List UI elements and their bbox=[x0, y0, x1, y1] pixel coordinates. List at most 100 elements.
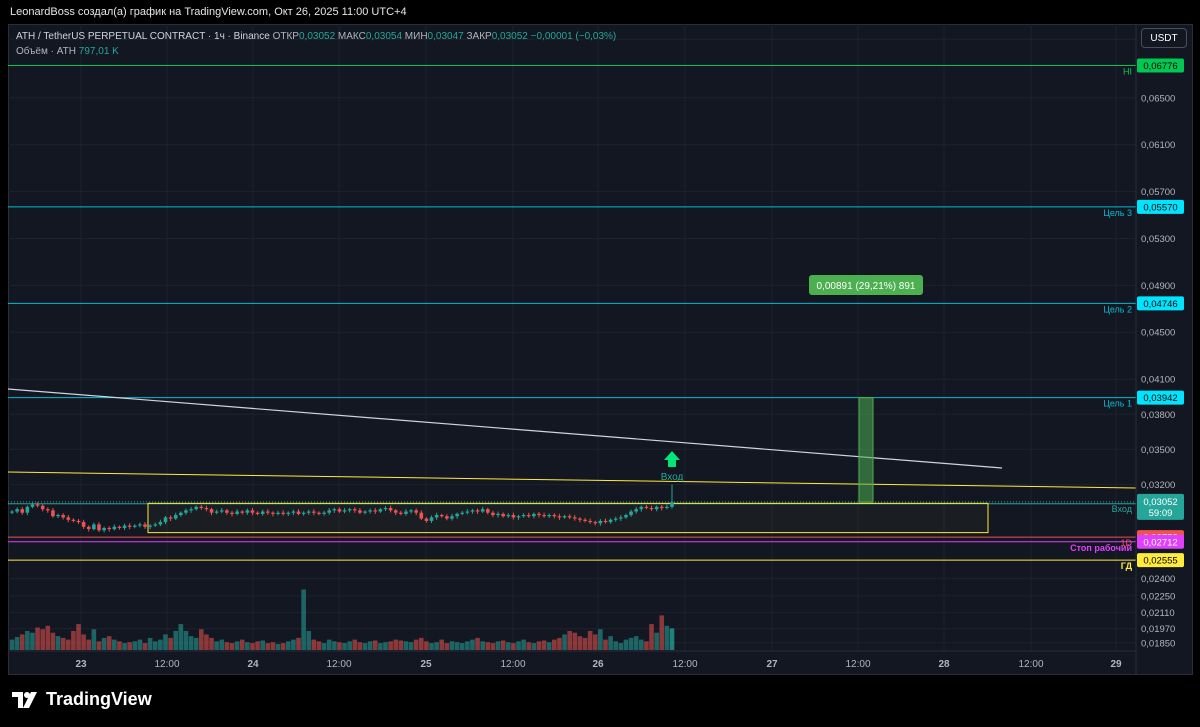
candle-body bbox=[521, 515, 526, 517]
volume-bar bbox=[199, 629, 204, 650]
volume-bar bbox=[439, 639, 445, 650]
time-tick-label: 12:00 bbox=[154, 659, 179, 670]
volume-bar bbox=[393, 639, 399, 650]
candle-body bbox=[148, 525, 152, 527]
level-label: HI bbox=[1123, 66, 1132, 76]
volume-bar bbox=[250, 643, 255, 650]
volume-bar bbox=[45, 625, 51, 650]
candle-body bbox=[588, 520, 592, 523]
time-tick-label: 27 bbox=[766, 659, 778, 670]
volume-bar bbox=[582, 637, 588, 650]
volume-bar bbox=[367, 641, 373, 650]
volume-bar bbox=[285, 641, 291, 650]
symbol-title[interactable]: ATH / TetherUS PERPETUAL CONTRACT · 1ч ·… bbox=[16, 31, 270, 42]
candle-body bbox=[532, 513, 536, 517]
candle-body bbox=[240, 511, 245, 513]
candle-body bbox=[388, 508, 393, 511]
volume-bar bbox=[142, 643, 148, 650]
volume-bar bbox=[531, 643, 537, 650]
volume-bar bbox=[398, 640, 404, 650]
symbol-legend: ATH / TetherUS PERPETUAL CONTRACT · 1ч ·… bbox=[16, 31, 616, 42]
volume-bar bbox=[383, 642, 388, 650]
volume-bar bbox=[592, 634, 598, 650]
time-axis[interactable]: 23 12:00 24 12:00 25 12:00 26 12:00 27 12:00 28 12:… bbox=[8, 650, 1136, 670]
candle-body bbox=[81, 522, 86, 527]
volume-bar bbox=[546, 642, 552, 650]
time-tick-label: 25 bbox=[420, 659, 432, 670]
volume-bar bbox=[173, 630, 179, 650]
volume-bar bbox=[403, 641, 409, 650]
candle-body bbox=[358, 510, 362, 513]
candle-body bbox=[542, 515, 546, 517]
candle-body bbox=[10, 511, 14, 513]
close-label: ЗАКР bbox=[466, 31, 492, 42]
volume-bar bbox=[96, 641, 102, 650]
candle-body bbox=[378, 509, 383, 512]
entry-zone bbox=[147, 502, 989, 534]
candle-body bbox=[480, 509, 485, 512]
volume-bar bbox=[127, 642, 132, 650]
grid bbox=[8, 24, 1136, 651]
candle-body bbox=[127, 525, 132, 527]
volume-bar bbox=[76, 624, 81, 650]
volume-bar bbox=[14, 637, 20, 650]
candle-body bbox=[194, 506, 198, 510]
candle-body bbox=[439, 515, 444, 517]
volume-bar bbox=[587, 630, 593, 650]
candle-body bbox=[429, 517, 434, 521]
volume-bar bbox=[557, 637, 562, 650]
descending-trendline bbox=[8, 388, 1003, 469]
candle-body bbox=[117, 526, 122, 528]
candle-body bbox=[470, 510, 475, 512]
volume-bar bbox=[106, 636, 112, 650]
volume-bar bbox=[429, 643, 434, 650]
price-axis[interactable]: 0,070000,065000,061000,057000,053000,049… bbox=[1135, 24, 1184, 675]
volume-bar bbox=[9, 639, 15, 650]
volume-bar bbox=[413, 639, 419, 650]
entry-arrow-icon bbox=[664, 451, 680, 467]
time-tick-label: 12:00 bbox=[845, 659, 870, 670]
price-tick-label: 0,03500 bbox=[1141, 445, 1175, 456]
candle-body bbox=[368, 510, 372, 512]
volume-bar bbox=[444, 643, 450, 650]
volume-bar bbox=[25, 630, 30, 650]
candle-body bbox=[460, 512, 465, 514]
candle-body bbox=[659, 506, 664, 509]
volume-bar bbox=[659, 615, 665, 650]
measure-tool: 0,00891 (29,21%) 891 Вход bbox=[661, 275, 923, 503]
candle-body bbox=[399, 512, 403, 514]
volume-bar bbox=[19, 634, 25, 650]
candle-body bbox=[450, 516, 454, 519]
volume-label[interactable]: Объём · ATH bbox=[16, 46, 77, 57]
level-label: Стоп рабочий bbox=[1070, 543, 1132, 553]
candle-body bbox=[654, 506, 659, 510]
candle-body bbox=[409, 510, 413, 512]
volume-bar bbox=[163, 634, 168, 650]
volume-bar bbox=[178, 624, 184, 650]
currency-button[interactable]: USDT bbox=[1141, 28, 1187, 48]
candle-body bbox=[649, 508, 654, 510]
candle-body bbox=[286, 512, 291, 514]
support-trendline bbox=[8, 471, 1137, 489]
level-label: Вход bbox=[1112, 504, 1133, 514]
candle-body bbox=[296, 511, 301, 514]
level-label: Цель 1 bbox=[1103, 399, 1132, 409]
low-value: 0,03047 bbox=[427, 31, 464, 42]
tradingview-logo[interactable]: TradingView bbox=[12, 689, 152, 710]
price-tick-label: 0,02110 bbox=[1141, 608, 1175, 619]
candle-body bbox=[332, 509, 337, 511]
time-tick-label: 28 bbox=[938, 659, 950, 670]
entry-zone-box bbox=[147, 502, 989, 534]
last-price-label: 0,03052 bbox=[1143, 497, 1177, 508]
volume-value: 797,01 K bbox=[78, 46, 119, 57]
candle-body bbox=[20, 509, 25, 513]
price-tag-label: 0,02712 bbox=[1143, 537, 1177, 548]
candle-body bbox=[214, 511, 219, 513]
volume-bar bbox=[311, 639, 317, 650]
volume-bar bbox=[598, 629, 603, 650]
candle-body bbox=[30, 504, 35, 507]
change-value: −0,00001 (−0,03%) bbox=[530, 31, 617, 42]
candle-body bbox=[526, 515, 531, 517]
volume-bar bbox=[459, 643, 465, 650]
